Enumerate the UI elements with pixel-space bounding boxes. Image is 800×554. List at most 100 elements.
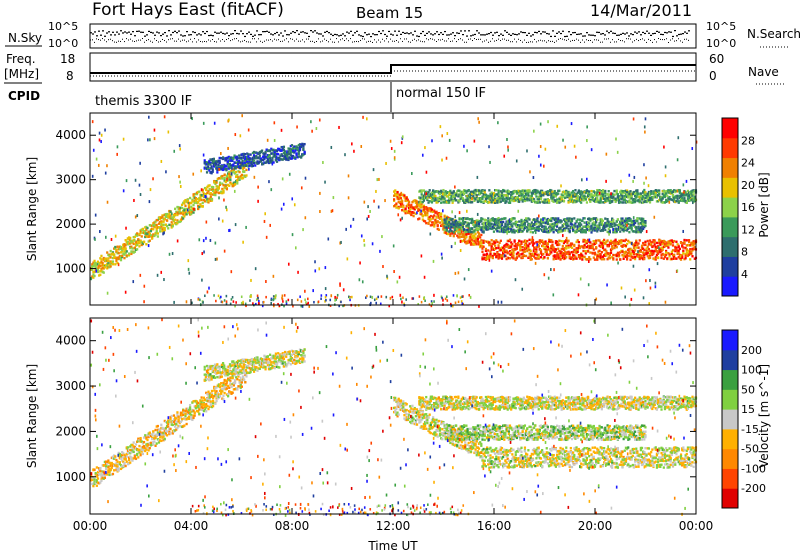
echo-cell: [497, 217, 500, 220]
echo-cell: [293, 145, 296, 148]
noise-sample: [404, 32, 406, 34]
echo-cell: [669, 241, 672, 244]
echo-cell: [246, 157, 249, 161]
echo-cell: [512, 199, 515, 203]
echo-cell: [483, 218, 486, 222]
echo-cell: [489, 255, 492, 258]
noise-sample: [418, 39, 419, 41]
echo-cell: [597, 226, 600, 230]
echo-cell: [546, 245, 549, 249]
echo-cell: [528, 248, 531, 252]
echo-cell: [238, 161, 241, 164]
echo-cell: [572, 258, 575, 261]
echo-cell: [526, 239, 529, 243]
echo-cell: [215, 161, 218, 164]
noise-sample: [406, 32, 408, 34]
noise-sample: [378, 39, 379, 41]
noise-sample: [320, 41, 321, 43]
echo-cell: [669, 198, 672, 201]
echo-cell: [450, 198, 453, 202]
echo-cell: [609, 200, 613, 203]
echo-cell: [503, 225, 506, 229]
echo-cell: [523, 218, 527, 222]
noise-sample: [552, 30, 554, 32]
echo-cell: [492, 192, 496, 195]
echo-cell: [483, 240, 486, 243]
noise-sample: [358, 41, 359, 43]
echo-cell: [231, 164, 234, 167]
echo-cell: [585, 201, 589, 204]
echo-cell: [614, 244, 617, 247]
noise-sample: [344, 40, 345, 42]
noise-sample: [632, 33, 634, 36]
echo-cell: [422, 205, 426, 209]
noise-sample: [542, 40, 543, 42]
echo-cell: [180, 203, 184, 207]
echo-cell: [567, 224, 570, 227]
echo-cell: [512, 190, 515, 193]
echo-cell: [545, 252, 548, 255]
echo-cell: [494, 221, 497, 224]
echo-cell: [465, 199, 468, 202]
echo-cell: [582, 240, 585, 243]
echo-cell: [541, 244, 544, 248]
echo-cell: [646, 199, 649, 203]
echo-cell: [591, 245, 594, 249]
noise-sample: [554, 41, 555, 43]
echo-cell: [516, 243, 520, 247]
echo-cell: [215, 180, 218, 183]
echo-cell: [592, 248, 595, 251]
echo-cell: [92, 270, 95, 274]
echo-cell: [210, 170, 213, 174]
echo-cell: [207, 161, 210, 165]
echo-cell: [608, 201, 611, 205]
echo-cell: [419, 189, 422, 192]
echo-cell: [483, 221, 486, 225]
echo-cell: [513, 244, 516, 248]
echo-cell: [109, 260, 112, 263]
echo-cell: [475, 189, 478, 193]
noise-sample: [290, 38, 291, 40]
echo-cell: [682, 246, 685, 249]
noise-sample: [580, 33, 582, 35]
echo-cell: [552, 228, 555, 231]
echo-cell: [228, 159, 232, 163]
echo-cell: [92, 273, 95, 276]
echo-cell: [227, 155, 230, 159]
echo-cell: [550, 195, 553, 198]
echo-cell: [589, 226, 592, 229]
noise-sample: [290, 32, 292, 34]
echo-cell: [631, 191, 634, 194]
echo-cell: [545, 248, 548, 252]
echo-cell: [555, 223, 559, 226]
echo-cell: [567, 219, 570, 223]
noise-sample: [666, 32, 668, 34]
noise-sample: [608, 32, 610, 34]
echo-cell: [605, 222, 608, 226]
noise-sample: [228, 35, 230, 37]
echo-cell: [521, 252, 524, 255]
noise-sample: [400, 38, 401, 40]
noise-sample: [434, 39, 435, 41]
echo-cell: [603, 197, 606, 200]
noise-sample: [684, 38, 685, 40]
echo-cell: [520, 226, 523, 229]
echo-cell: [507, 246, 510, 249]
echo-cell: [557, 200, 560, 203]
echo-cell: [523, 224, 527, 227]
echo-cell: [614, 242, 617, 245]
noise-sample: [266, 30, 268, 32]
echo-cell: [252, 156, 256, 159]
echo-cell: [564, 250, 567, 253]
echo-cell: [586, 192, 590, 195]
echo-cell: [412, 211, 415, 214]
echo-cell: [546, 217, 549, 221]
echo-cell: [205, 163, 209, 166]
echo-cell: [224, 159, 227, 162]
noise-sample: [268, 39, 269, 41]
echo-cell: [140, 243, 143, 247]
noise-sample: [248, 31, 250, 33]
echo-cell: [653, 257, 656, 261]
echo-cell: [244, 159, 248, 163]
echo-cell: [550, 193, 553, 197]
